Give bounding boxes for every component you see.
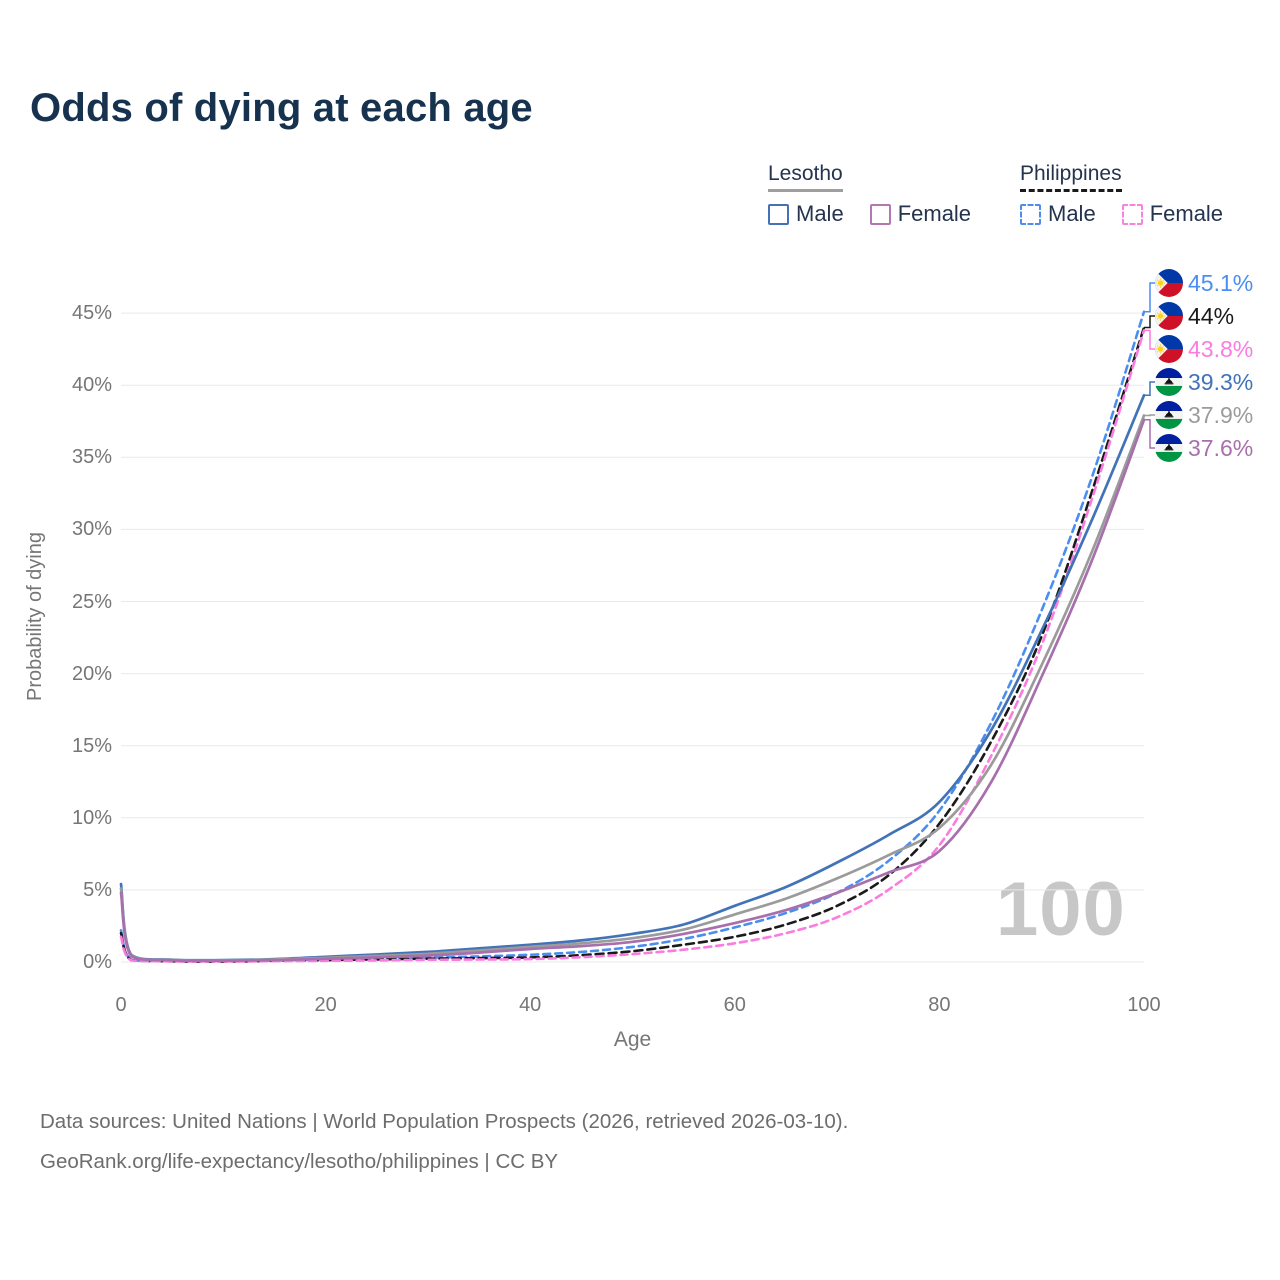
x-axis-title: Age: [613, 1028, 652, 1051]
end-value: 39.3%: [1188, 368, 1254, 395]
x-tick-label: 60: [723, 994, 746, 1016]
hovered-age-indicator: 100: [996, 867, 1126, 952]
series-line-philippines-male[interactable]: [119, 310, 1146, 963]
end-label-philippines-female: 43.8%: [1155, 335, 1253, 363]
legend-item-lesotho-female[interactable]: Female: [869, 201, 972, 227]
series-line-lesotho-male[interactable]: [119, 393, 1146, 962]
x-tick-label: 40: [519, 994, 542, 1016]
lesotho-flag-icon: [1155, 368, 1183, 396]
y-tick-label: 25%: [71, 590, 112, 613]
y-tick-label: 0%: [83, 951, 112, 973]
end-value: 44%: [1188, 302, 1235, 329]
source-attribution: Data sources: United Nations | World Pop…: [40, 1102, 848, 1182]
philippines-flag-icon: [1155, 302, 1183, 330]
y-tick-label: 35%: [71, 446, 112, 469]
x-tick-label: 80: [928, 994, 951, 1016]
end-label-connector: [1144, 329, 1155, 350]
data-sources-line: Data sources: United Nations | World Pop…: [40, 1110, 849, 1133]
checkbox-swatch-lesotho-male-icon[interactable]: [768, 203, 789, 225]
end-value: 37.9%: [1188, 401, 1254, 428]
y-tick-label: 10%: [71, 806, 112, 829]
legend-item-lesotho-male[interactable]: Male: [768, 201, 844, 227]
legend-group-title-philippines: Philippines: [1020, 162, 1122, 192]
legend-item-philippines-male[interactable]: Male: [1020, 201, 1096, 227]
legend-label: Female: [1149, 201, 1224, 226]
end-label-connector: [1144, 282, 1155, 313]
checkbox-swatch-lesotho-female-icon[interactable]: [869, 203, 891, 225]
legend-group-philippines: Philippines Male Female: [1020, 162, 1249, 227]
lesotho-flag-icon: [1155, 434, 1183, 462]
x-tick-label: 100: [1127, 994, 1161, 1016]
legend-row-philippines: Male Female: [1020, 201, 1249, 227]
end-label-connector: [1144, 315, 1155, 329]
end-value: 45.1%: [1188, 269, 1254, 296]
end-label-lesotho-female: 37.6%: [1155, 434, 1253, 462]
end-value: 37.6%: [1188, 434, 1254, 461]
lesotho-flag-icon: [1155, 401, 1183, 429]
y-tick-label: 5%: [83, 878, 112, 901]
y-tick-label: 20%: [71, 662, 112, 685]
license-line: GeoRank.org/life-expectancy/lesotho/phil…: [40, 1150, 559, 1173]
checkbox-swatch-philippines-female-icon[interactable]: [1121, 203, 1143, 225]
legend-item-philippines-female[interactable]: Female: [1121, 201, 1224, 227]
legend-group-title-lesotho: Lesotho: [768, 162, 843, 192]
y-tick-label: 15%: [71, 734, 112, 757]
end-label-lesotho-both: 37.9%: [1155, 401, 1253, 429]
end-label-connector: [1144, 419, 1155, 449]
end-value: 43.8%: [1188, 335, 1254, 362]
y-tick-label: 30%: [71, 518, 112, 541]
end-label-connector: [1144, 414, 1155, 417]
legend-label: Male: [796, 201, 844, 226]
checkbox-swatch-philippines-male-icon[interactable]: [1020, 203, 1041, 225]
series-line-philippines-female[interactable]: [119, 329, 1146, 963]
philippines-flag-icon: [1155, 269, 1183, 297]
series-line-lesotho-female[interactable]: [119, 418, 1146, 963]
x-tick-label: 20: [314, 994, 337, 1016]
series-line-lesotho-both-sexes[interactable]: [119, 414, 1146, 962]
legend-group-lesotho: Lesotho Male Female: [768, 162, 997, 227]
y-tick-label: 40%: [71, 374, 112, 397]
end-label-connector: [1144, 381, 1155, 397]
end-label-lesotho-male: 39.3%: [1155, 368, 1253, 396]
philippines-flag-icon: [1155, 335, 1183, 363]
legend-label: Male: [1048, 201, 1096, 226]
legend-label: Female: [897, 201, 972, 226]
y-tick-label: 45%: [71, 302, 112, 325]
legend-row-lesotho: Male Female: [768, 201, 997, 227]
end-label-philippines-male: 45.1%: [1155, 269, 1253, 297]
x-tick-label: 0: [115, 994, 127, 1016]
end-label-philippines-both: 44%: [1155, 302, 1234, 330]
page-title: Odds of dying at each age: [30, 86, 533, 130]
series-line-philippines-both-sexes[interactable]: [119, 326, 1146, 963]
